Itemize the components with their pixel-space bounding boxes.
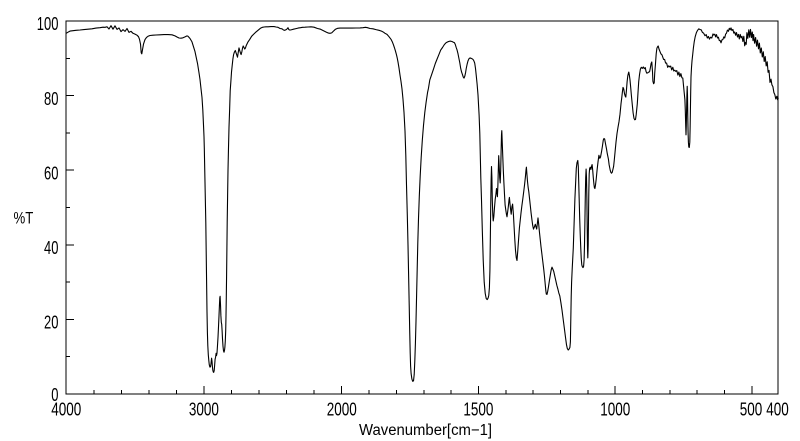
svg-text:0: 0	[51, 384, 58, 405]
svg-text:100: 100	[37, 13, 59, 34]
svg-text:3000: 3000	[189, 399, 219, 420]
svg-text:4000: 4000	[51, 399, 81, 420]
svg-text:%T: %T	[14, 208, 34, 227]
svg-text:60: 60	[44, 162, 58, 183]
svg-text:1000: 1000	[600, 399, 630, 420]
svg-text:2000: 2000	[327, 399, 357, 420]
svg-text:1500: 1500	[463, 399, 493, 420]
svg-text:Wavenumber[cm−1]: Wavenumber[cm−1]	[359, 422, 492, 439]
svg-text:40: 40	[44, 237, 58, 258]
svg-text:20: 20	[44, 312, 58, 333]
svg-text:400: 400	[766, 399, 789, 420]
svg-text:80: 80	[44, 88, 58, 109]
svg-text:500: 500	[740, 399, 763, 420]
